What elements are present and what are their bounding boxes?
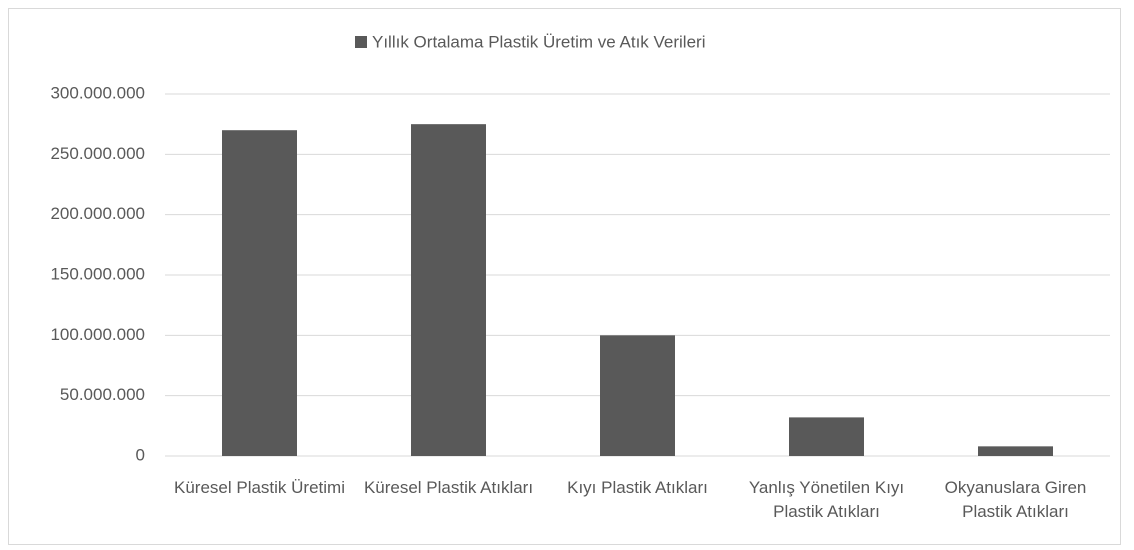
legend-label: Yıllık Ortalama Plastik Üretim ve Atık V… xyxy=(372,32,705,51)
x-tick-label: Küresel Plastik Üretimi xyxy=(174,478,345,497)
y-tick-label: 300.000.000 xyxy=(50,83,145,102)
y-tick-label: 0 xyxy=(136,445,145,464)
x-tick-label: Yanlış Yönetilen Kıyı Plastik Atıkları xyxy=(748,478,905,521)
x-tick-label: Kıyı Plastik Atıkları xyxy=(567,478,708,497)
bar xyxy=(222,130,297,456)
chart-border xyxy=(8,8,1121,545)
y-tick-label: 200.000.000 xyxy=(50,204,145,223)
y-tick-label: 100.000.000 xyxy=(50,325,145,344)
bar xyxy=(600,335,675,456)
bar xyxy=(411,124,486,457)
x-tick-label: Okyanuslara Giren Plastik Atıkları xyxy=(944,478,1087,521)
bar xyxy=(789,417,864,456)
y-tick-label: 50.000.000 xyxy=(60,385,145,404)
bar xyxy=(978,446,1053,456)
y-tick-label: 150.000.000 xyxy=(50,264,145,283)
x-tick-label: Küresel Plastik Atıkları xyxy=(363,478,534,497)
legend-swatch xyxy=(355,36,367,48)
y-tick-label: 250.000.000 xyxy=(50,144,145,163)
